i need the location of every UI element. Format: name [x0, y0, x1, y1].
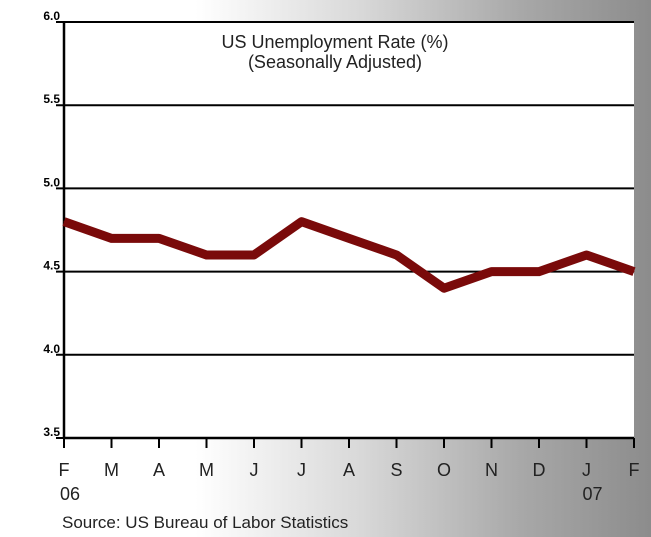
data-point: [633, 271, 635, 273]
data-point: [253, 254, 255, 256]
data-point: [206, 254, 207, 256]
data-point: [586, 254, 587, 256]
y-tick-label: 4.0: [43, 342, 60, 356]
y-tick-label: 3.5: [43, 425, 60, 439]
data-point: [348, 237, 350, 239]
source-note: Source: US Bureau of Labor Statistics: [62, 513, 348, 532]
year-label: 06: [60, 484, 80, 504]
data-point: [396, 254, 397, 256]
x-tick-label: O: [437, 460, 451, 480]
data-point: [301, 221, 302, 223]
data-point: [491, 271, 492, 273]
y-tick-label: 5.0: [43, 175, 60, 189]
x-ticks: F M A M J J A S O N D J F 06 07: [59, 438, 640, 504]
data-point: [111, 237, 112, 239]
x-tick-label: J: [250, 460, 259, 480]
data-point: [538, 271, 540, 273]
chart-title: US Unemployment Rate (%): [221, 32, 448, 52]
data-point: [158, 237, 160, 239]
x-tick-label: F: [59, 460, 70, 480]
y-ticks: 3.5 4.0 4.5 5.0 5.5 6.0: [43, 9, 60, 439]
x-tick-label: M: [199, 460, 214, 480]
y-tick-label: 4.5: [43, 259, 60, 273]
x-tick-label: A: [153, 460, 165, 480]
series: [62, 217, 636, 293]
x-tick-label: F: [629, 460, 640, 480]
x-tick-label: S: [390, 460, 402, 480]
y-tick-label: 5.5: [43, 92, 60, 106]
y-tick-label: 6.0: [43, 9, 60, 23]
chart-subtitle: (Seasonally Adjusted): [248, 52, 422, 72]
x-tick-label: J: [582, 460, 591, 480]
x-tick-label: D: [533, 460, 546, 480]
data-point: [443, 287, 445, 289]
x-tick-label: M: [104, 460, 119, 480]
year-label: 07: [583, 484, 603, 504]
x-tick-label: A: [343, 460, 355, 480]
x-tick-label: J: [297, 460, 306, 480]
plot-area: [64, 22, 634, 438]
x-tick-label: N: [485, 460, 498, 480]
data-point: [63, 221, 65, 223]
